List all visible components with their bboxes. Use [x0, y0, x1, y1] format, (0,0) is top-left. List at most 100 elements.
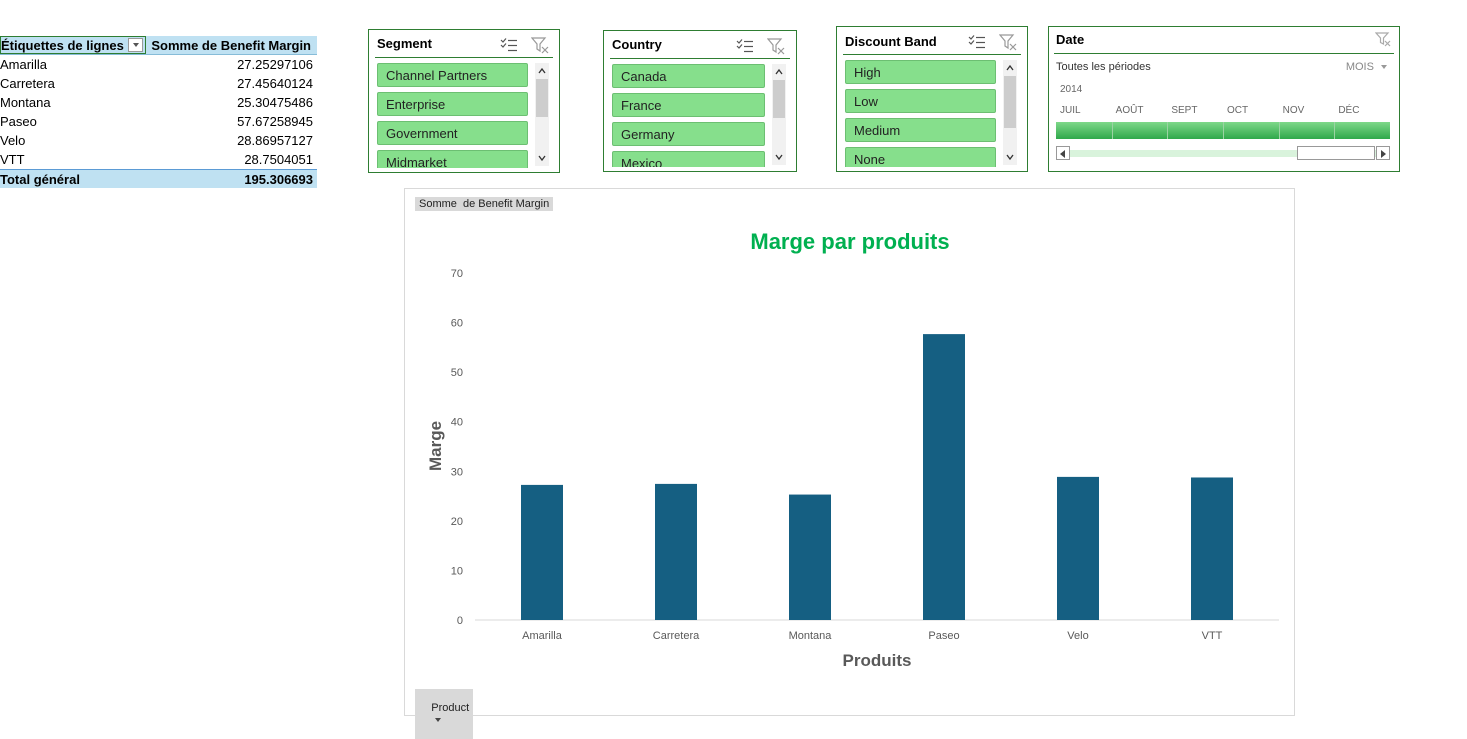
discount-band-slicer[interactable]: Discount Band High Low Medium None	[836, 26, 1028, 172]
total-value: 195.306693	[244, 171, 313, 187]
scrollbar-thumb[interactable]	[1297, 146, 1375, 160]
chevron-up-icon[interactable]	[538, 67, 546, 75]
timeline-months: JUIL AOÛT SEPT OCT NOV DÉC	[1056, 105, 1390, 117]
timeline-month-label: JUIL	[1060, 105, 1081, 116]
timeline-scrollbar[interactable]	[1056, 146, 1390, 161]
date-timeline[interactable]: Date Toutes les périodes MOIS 2014 JUIL A…	[1048, 26, 1400, 172]
clear-filter-icon[interactable]	[531, 36, 549, 54]
pivot-row[interactable]: Carretera 27.45640124	[0, 74, 317, 93]
segment-scrollbar[interactable]	[535, 63, 549, 166]
segment-items: Channel Partners Enterprise Government Midm…	[377, 63, 528, 168]
timeline-divider	[1054, 53, 1394, 54]
pivot-row[interactable]: Amarilla 27.25297106	[0, 55, 317, 74]
timeline-month-divider	[1223, 122, 1224, 139]
pivot-row-value: 27.25297106	[237, 57, 313, 72]
pivot-row-label: Paseo	[0, 114, 37, 129]
bar-carretera[interactable]	[655, 483, 697, 620]
scroll-left-button[interactable]	[1056, 146, 1070, 160]
timeline-level-selector[interactable]: MOIS	[1346, 61, 1387, 73]
bar-vtt[interactable]	[1191, 477, 1233, 620]
pivot-row-value: 28.7504051	[244, 152, 313, 167]
chevron-up-icon[interactable]	[1006, 64, 1014, 72]
pivot-row-value: 28.86957127	[237, 133, 313, 148]
chevron-down-icon[interactable]	[775, 153, 783, 161]
clear-filter-icon[interactable]	[767, 37, 785, 55]
axis-field-button[interactable]: Product	[415, 689, 474, 739]
bar-montana[interactable]	[789, 494, 831, 620]
bar-paseo[interactable]	[923, 334, 965, 620]
scrollbar-track[interactable]	[1070, 150, 1376, 157]
x-tick-label: Paseo	[928, 630, 959, 642]
discount-slicer-item[interactable]: None	[845, 147, 996, 167]
scrollbar-thumb[interactable]	[1004, 76, 1016, 128]
slicer-divider	[375, 57, 553, 58]
y-tick-label: 40	[451, 417, 463, 429]
scrollbar-thumb[interactable]	[536, 79, 548, 117]
multi-select-icon[interactable]	[968, 35, 986, 49]
bars	[521, 334, 1233, 620]
chart-title: Marge par produits	[750, 229, 949, 254]
segment-slicer-item[interactable]: Government	[377, 121, 528, 145]
country-slicer-item[interactable]: Germany	[612, 122, 765, 146]
scroll-right-button[interactable]	[1376, 146, 1390, 160]
timeline-selection-bar[interactable]	[1056, 122, 1390, 139]
country-slicer[interactable]: Country Canada France Germany Mexico	[603, 30, 797, 172]
row-labels-header-text: Étiquettes de lignes	[1, 37, 124, 53]
discount-band-items: High Low Medium None	[845, 60, 996, 167]
y-tick-label: 60	[451, 318, 463, 330]
margin-chart[interactable]: Somme de Benefit Margin Marge par produi…	[404, 188, 1295, 739]
pivot-row[interactable]: VTT 28.7504051	[0, 150, 317, 169]
country-slicer-item[interactable]: Canada	[612, 64, 765, 88]
chevron-down-icon[interactable]	[1006, 153, 1014, 161]
timeline-month-label: SEPT	[1171, 105, 1198, 116]
discount-slicer-item[interactable]: Medium	[845, 118, 996, 142]
discount-slicer-item[interactable]: High	[845, 60, 996, 84]
segment-slicer[interactable]: Segment Channel Partners Enterprise Govern…	[368, 29, 560, 173]
value-field-button[interactable]: Somme de Benefit Margin	[415, 197, 554, 211]
timeline-month-label: NOV	[1282, 105, 1305, 116]
row-labels-header[interactable]: Étiquettes de lignes	[0, 36, 146, 54]
pivot-row-value: 27.45640124	[237, 76, 313, 91]
pivot-row-label: Amarilla	[0, 57, 47, 72]
segment-slicer-item[interactable]: Enterprise	[377, 92, 528, 116]
total-label: Total général	[0, 171, 80, 187]
y-tick-label: 50	[451, 367, 463, 379]
timeline-month-divider	[1167, 122, 1169, 139]
pivot-row[interactable]: Montana 25.30475486	[0, 93, 317, 112]
pivot-row-label: Montana	[0, 95, 51, 110]
scrollbar-thumb[interactable]	[773, 80, 785, 118]
x-axis-label: Produits	[843, 651, 912, 670]
value-header[interactable]: Somme de Benefit Margin	[151, 37, 311, 53]
chevron-down-icon[interactable]	[435, 718, 442, 723]
chevron-up-icon[interactable]	[775, 68, 783, 76]
chevron-down-icon[interactable]	[538, 154, 546, 162]
country-slicer-item[interactable]: France	[612, 93, 765, 117]
bar-amarilla[interactable]	[521, 484, 563, 620]
y-tick-label: 20	[451, 516, 463, 528]
x-tick-label: VTT	[1202, 630, 1223, 642]
clear-filter-icon[interactable]	[999, 33, 1017, 51]
pivot-total-row[interactable]: Total général 195.306693	[0, 169, 317, 188]
timeline-title: Date	[1056, 32, 1085, 47]
y-tick-label: 10	[451, 565, 463, 577]
timeline-month-divider	[1111, 122, 1113, 139]
clear-filter-icon[interactable]	[1375, 31, 1391, 47]
multi-select-icon[interactable]	[736, 39, 754, 53]
bar-velo[interactable]	[1057, 476, 1099, 620]
chevron-left-icon	[1060, 150, 1065, 158]
x-tick-label: Carretera	[653, 630, 700, 642]
country-scrollbar[interactable]	[772, 64, 786, 165]
pivot-row[interactable]: Velo 28.86957127	[0, 131, 317, 150]
multi-select-icon[interactable]	[500, 38, 518, 52]
segment-slicer-item[interactable]: Channel Partners	[377, 63, 528, 87]
filter-dropdown-icon[interactable]	[128, 38, 143, 52]
discount-slicer-item[interactable]: Low	[845, 89, 996, 113]
slicer-divider	[843, 54, 1021, 55]
chevron-down-icon[interactable]	[1381, 65, 1387, 70]
segment-slicer-item[interactable]: Midmarket	[377, 150, 528, 168]
country-slicer-item[interactable]: Mexico	[612, 151, 765, 167]
pivot-table: Étiquettes de lignes Somme de Benefit Ma…	[0, 36, 317, 188]
discount-band-scrollbar[interactable]	[1003, 60, 1017, 165]
country-slicer-title: Country	[612, 37, 662, 52]
pivot-row[interactable]: Paseo 57.67258945	[0, 112, 317, 131]
